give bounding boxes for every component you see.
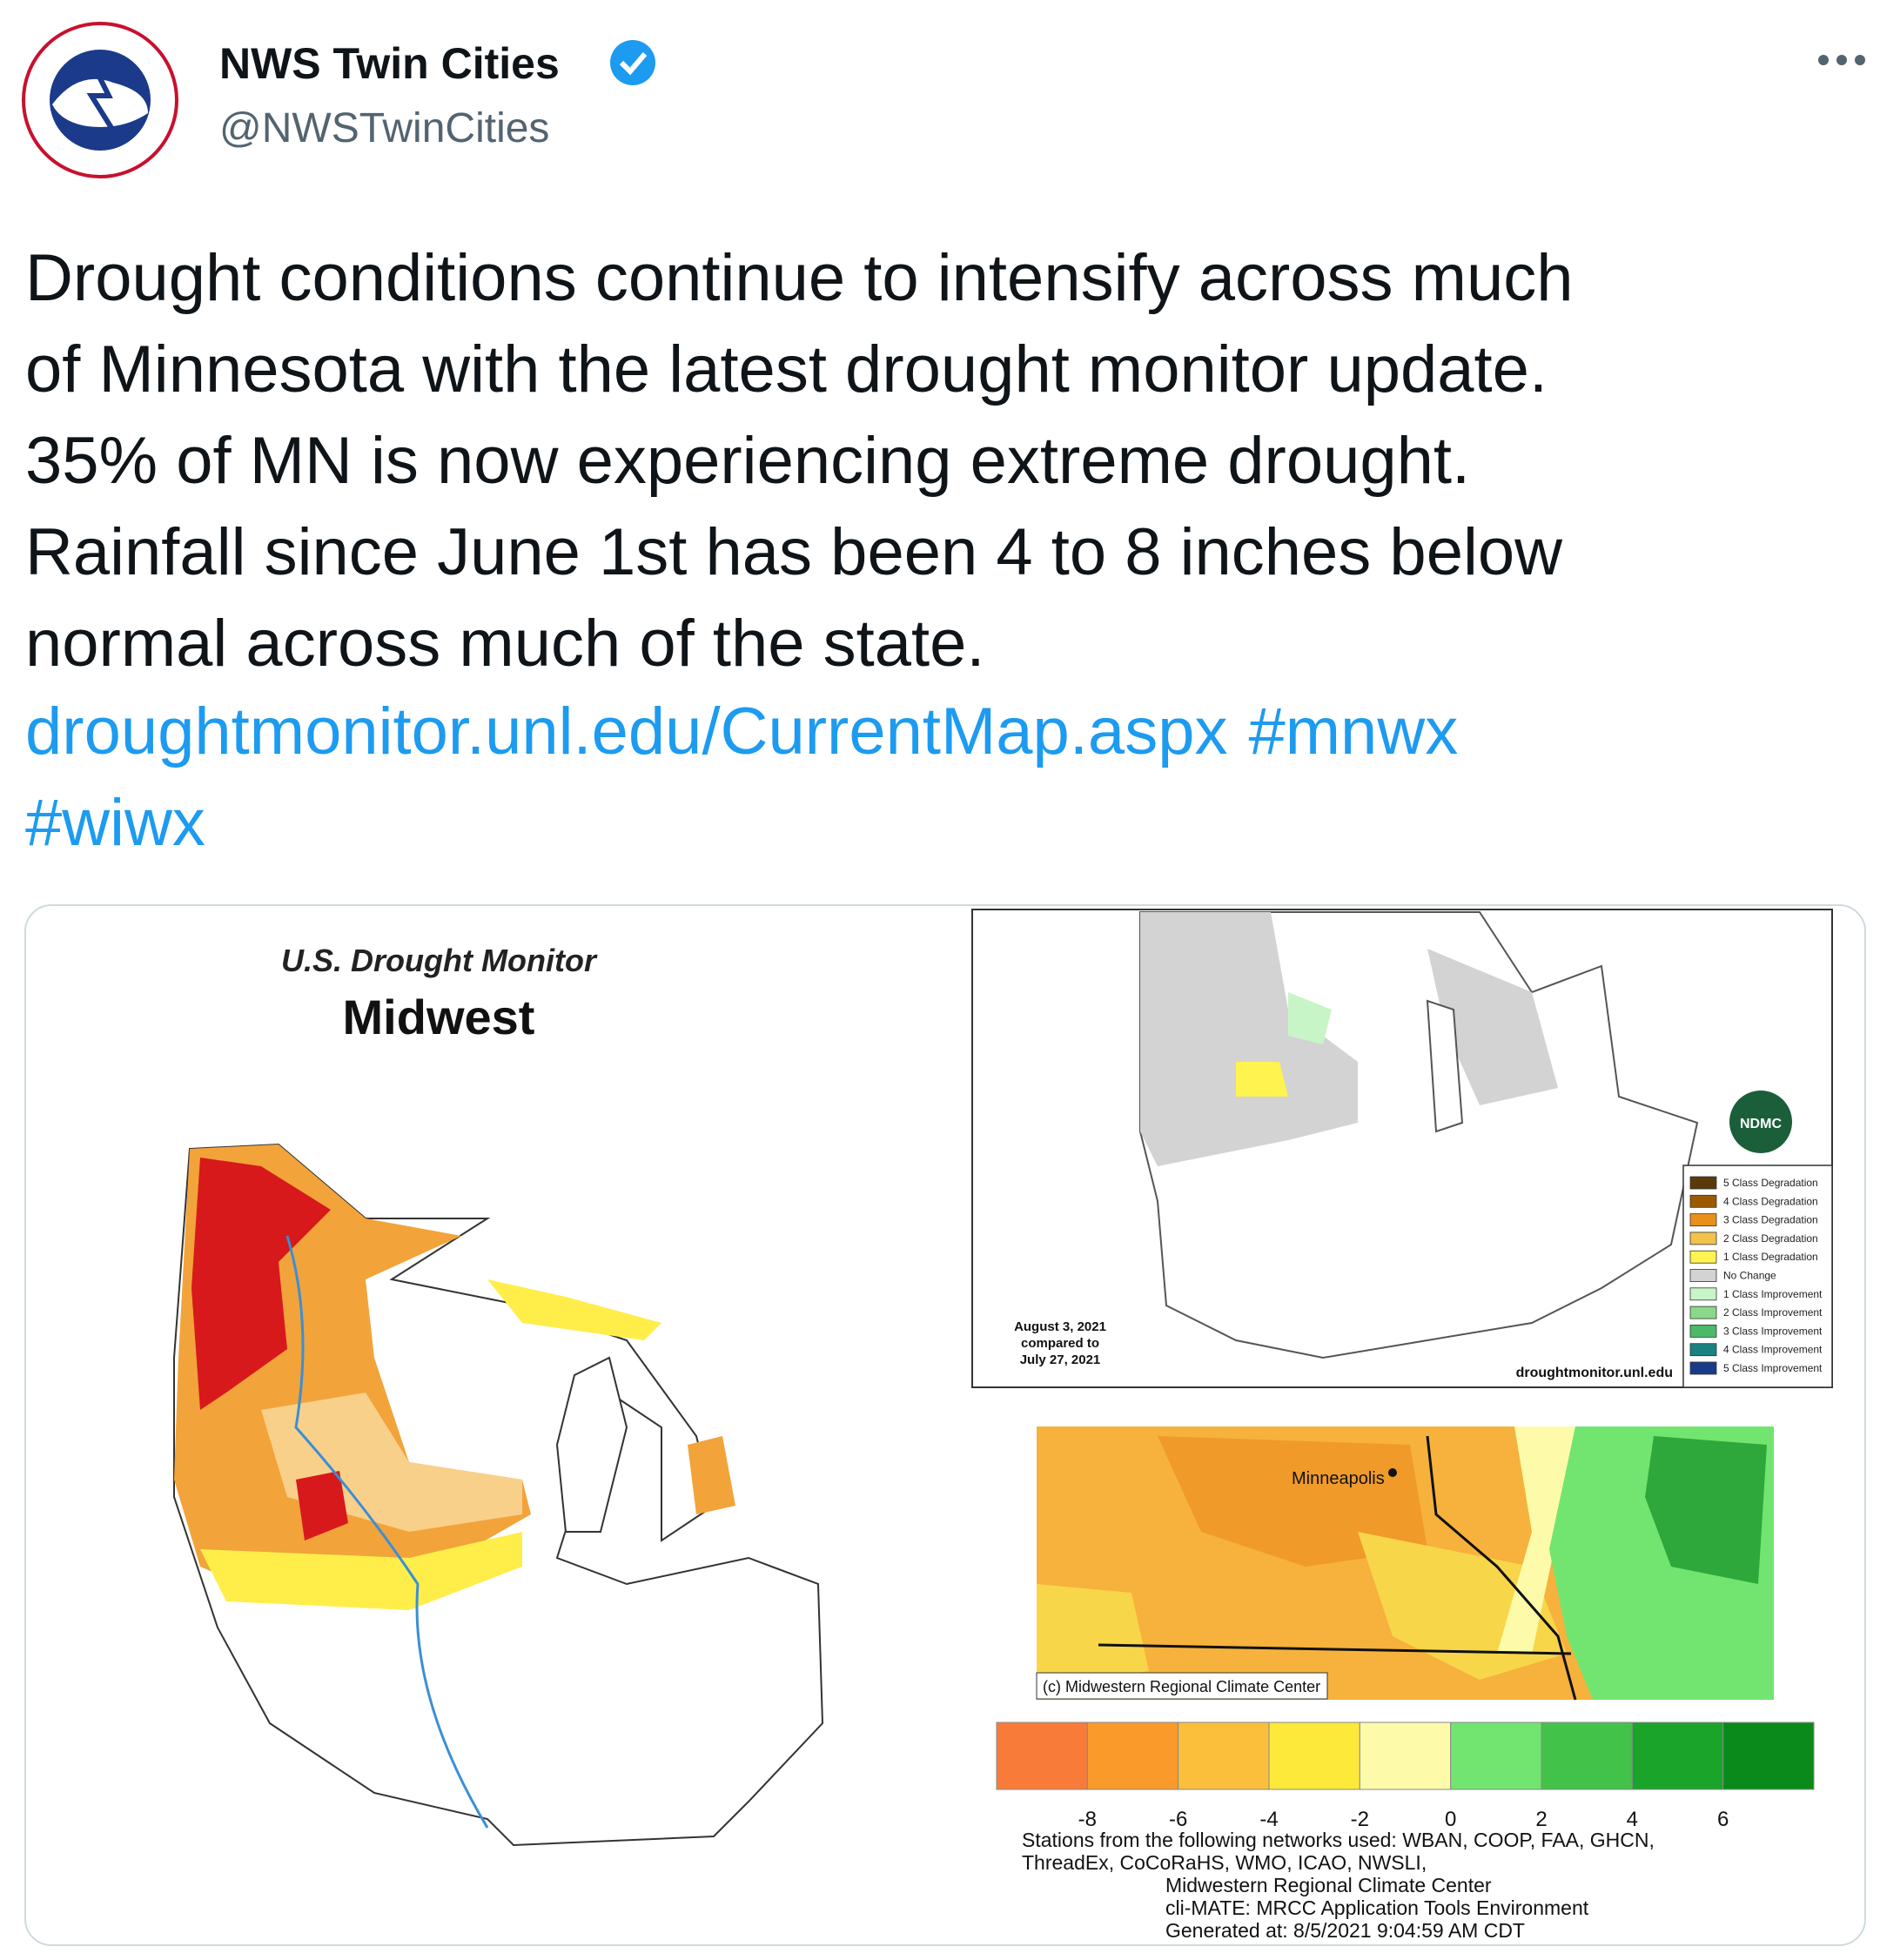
ndmc-logo: NDMC (1729, 1091, 1792, 1153)
legend: 5 Class Degradation 4 Class Degradation 3 … (1689, 1176, 1823, 1375)
colorbar-tick: -4 (1259, 1808, 1278, 1831)
legend-swatch (1689, 1287, 1717, 1301)
colorbar-tick: 0 (1445, 1808, 1456, 1831)
tweet-line: of Minnesota with the latest drought mon… (25, 332, 1548, 406)
legend-swatch (1689, 1213, 1717, 1226)
tweet-text: Drought conditions continue to intensify… (25, 241, 1574, 681)
legend-swatch (1689, 1269, 1717, 1282)
legend-label: 5 Class Degradation (1723, 1177, 1818, 1189)
note-line: ThreadEx, CoCoRaHS, WMO, ICAO, NWSLI, (1022, 1851, 1427, 1874)
legend-swatch (1689, 1343, 1717, 1357)
change-map (1139, 911, 1699, 1359)
more-menu[interactable] (1818, 55, 1865, 65)
hashtag[interactable]: #wiwx (25, 786, 205, 860)
note-line: Midwestern Regional Climate Center (1165, 1874, 1492, 1896)
avatar[interactable] (22, 22, 178, 178)
tweet-line: Drought conditions continue to intensify… (25, 241, 1574, 315)
colorbar-tick: -2 (1351, 1808, 1369, 1831)
map-notes: Stations from the following networks use… (1022, 1829, 1655, 1942)
colorbar-tick: 4 (1627, 1808, 1638, 1831)
colorbar-cell (996, 1722, 1088, 1790)
colorbar-cell (1450, 1722, 1542, 1790)
date-line: July 27, 2021 (1020, 1353, 1101, 1367)
legend-label: 1 Class Improvement (1723, 1288, 1823, 1300)
colorbar-tick: -6 (1169, 1808, 1187, 1831)
legend-label: 4 Class Improvement (1723, 1344, 1823, 1356)
tweet-line: 35% of MN is now experiencing extreme dr… (25, 424, 1470, 498)
map-date: August 3, 2021 compared to July 27, 2021 (1014, 1319, 1106, 1367)
note-line: Generated at: 8/5/2021 9:04:59 AM CDT (1165, 1919, 1525, 1942)
legend-swatch (1689, 1325, 1717, 1338)
date-line: compared to (1021, 1336, 1099, 1351)
colorbar-cell (1722, 1722, 1815, 1790)
note-line: Stations from the following networks use… (1022, 1829, 1655, 1851)
display-name[interactable]: NWS Twin Cities (219, 39, 560, 88)
legend-swatch (1689, 1194, 1717, 1208)
credit-box (1036, 1672, 1328, 1700)
map-title: U.S. Drought Monitor (281, 943, 598, 978)
colorbar-tick: 6 (1717, 1808, 1729, 1831)
colorbar-cell (1268, 1722, 1360, 1790)
legend-label: 5 Class Improvement (1723, 1362, 1823, 1374)
colorbar-cell (1086, 1722, 1179, 1790)
tweet-line: Rainfall since June 1st has been 4 to 8 … (25, 515, 1563, 589)
legend-swatch (1689, 1250, 1717, 1264)
link[interactable]: droughtmonitor.unl.edu/CurrentMap.aspx (25, 695, 1227, 769)
legend-label: 2 Class Improvement (1723, 1306, 1823, 1319)
legend-swatch (1689, 1176, 1717, 1190)
precip-map (1037, 1426, 1774, 1701)
colorbar-tick: 2 (1535, 1808, 1547, 1831)
handle[interactable]: @NWSTwinCities (219, 105, 549, 151)
colorbar-cell (1631, 1722, 1724, 1790)
colorbar-cell (1541, 1722, 1633, 1790)
tweet-line: normal across much of the state. (25, 607, 984, 681)
hashtag[interactable]: #mnwx (1248, 695, 1458, 769)
colorbar: -8 -6 -4 -2 0 2 4 6 (996, 1722, 1815, 1831)
map-source: droughtmonitor.unl.edu (1516, 1366, 1673, 1380)
drought-map (173, 1143, 824, 1847)
colorbar-cell (1178, 1722, 1270, 1790)
verified-badge (610, 40, 655, 85)
logo-text: NDMC (1740, 1117, 1782, 1131)
date-line: August 3, 2021 (1014, 1319, 1106, 1334)
legend-label: 3 Class Degradation (1723, 1214, 1818, 1226)
map-credit: (c) Midwestern Regional Climate Center (1043, 1678, 1320, 1695)
legend-label: 2 Class Degradation (1723, 1232, 1818, 1245)
legend-swatch (1689, 1306, 1717, 1319)
legend-label: 3 Class Improvement (1723, 1325, 1823, 1337)
city-label: Minneapolis (1292, 1469, 1385, 1488)
legend-swatch (1689, 1361, 1717, 1375)
colorbar-cell (1359, 1722, 1452, 1790)
legend-label: 1 Class Degradation (1723, 1251, 1818, 1263)
colorbar-tick: -8 (1078, 1808, 1097, 1831)
legend-swatch (1689, 1232, 1717, 1245)
legend-label: 4 Class Degradation (1723, 1195, 1818, 1207)
note-line: cli-MATE: MRCC Application Tools Environ… (1165, 1896, 1589, 1919)
legend-label: No Change (1723, 1270, 1776, 1282)
map-region: Midwest (343, 990, 535, 1044)
